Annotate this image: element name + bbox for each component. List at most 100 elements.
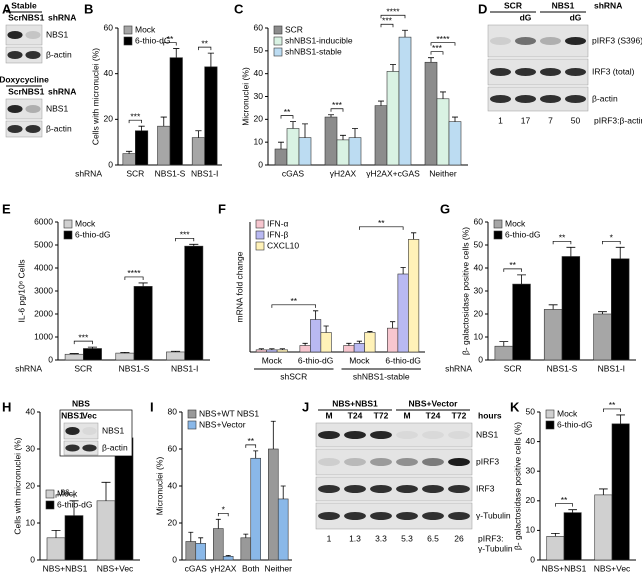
- lane-header: shRNA: [48, 86, 76, 96]
- bar: [364, 332, 376, 353]
- bar: [96, 500, 116, 561]
- significance-bracket: [128, 119, 142, 124]
- error-bar: [290, 121, 296, 129]
- error-bar: [615, 246, 625, 259]
- row-label: NBS1: [46, 103, 68, 113]
- lane-label: M: [403, 410, 410, 420]
- error-bar: [69, 500, 79, 516]
- bar: [299, 345, 311, 353]
- significance-label: ***: [78, 332, 89, 342]
- y-tick-label: 30: [526, 465, 536, 475]
- blot-band: [515, 68, 536, 76]
- blot-strip: [5, 98, 43, 120]
- blot-strip: [315, 422, 473, 448]
- legend-swatch: [187, 420, 197, 430]
- bar: [594, 494, 613, 561]
- error-bar: [215, 518, 221, 529]
- blot-band: [565, 37, 586, 45]
- legend-label: 6-thio-dG: [135, 35, 170, 45]
- significance-label: **: [378, 218, 385, 228]
- legend-label: IFN-β: [267, 229, 289, 239]
- bar: [387, 327, 399, 353]
- bar: [64, 515, 84, 561]
- error-bar: [69, 353, 79, 355]
- y-axis-label: Cells with micronuclei (%): [12, 437, 22, 534]
- error-bar: [499, 341, 509, 347]
- legend-swatch: [255, 241, 265, 251]
- x-tick-label: Both: [242, 563, 260, 573]
- blot-band: [422, 485, 444, 493]
- legend-swatch: [123, 25, 133, 35]
- legend-label: NBS+Vector: [199, 419, 246, 429]
- significance-bracket: [175, 237, 195, 242]
- bar: [240, 537, 252, 561]
- significance-label: **: [284, 107, 291, 117]
- lane-label: T72: [452, 410, 467, 420]
- lane-header: shRNA: [48, 12, 76, 22]
- blot-band: [344, 458, 366, 466]
- error-bar: [269, 348, 275, 350]
- x-tick-label: cGAS: [282, 168, 305, 178]
- error-bar: [198, 537, 204, 544]
- panel-letter: K: [510, 399, 520, 414]
- bar: [436, 98, 450, 166]
- legend-swatch: [255, 219, 265, 229]
- significance-label: **: [247, 436, 254, 446]
- significance-bracket: [73, 340, 93, 345]
- significance-bracket: [271, 304, 316, 308]
- panel-letter: H: [2, 399, 11, 414]
- error-bar: [51, 530, 61, 538]
- significance-bracket: [280, 115, 294, 119]
- bar: [122, 153, 136, 166]
- significance-label: **: [559, 233, 566, 243]
- blot-band: [370, 431, 392, 439]
- x-tick-label: NBS+NBS1: [43, 563, 88, 573]
- row-label: IRF3: [476, 483, 495, 493]
- error-bar: [253, 450, 259, 459]
- x-tick-label: SCR: [504, 363, 522, 373]
- significance-label: ns: [61, 486, 70, 496]
- quant-label: 1: [327, 533, 332, 543]
- blot-band: [7, 51, 23, 59]
- significance-bracket: [430, 51, 444, 55]
- error-bar: [599, 488, 608, 495]
- legend-label: Mock: [557, 408, 578, 418]
- legend-label: CXCL10: [267, 240, 299, 250]
- error-bar: [411, 232, 417, 240]
- quant-label: 1: [498, 115, 503, 125]
- blot-band: [318, 485, 340, 493]
- blot-band: [422, 431, 444, 439]
- blot-band: [344, 431, 366, 439]
- y-tick-label: 5000: [34, 239, 53, 249]
- y-tick-label: 0: [108, 159, 113, 169]
- bar: [135, 130, 149, 166]
- y-tick-label: 40: [526, 436, 536, 446]
- quant-caption: γ-Tubulin: [478, 543, 513, 553]
- error-bar: [138, 282, 148, 287]
- legend-label: SCR: [285, 24, 303, 34]
- error-bar: [125, 150, 133, 154]
- error-bar: [452, 116, 458, 122]
- legend-swatch: [63, 230, 73, 240]
- error-bar: [328, 114, 334, 118]
- error-bar: [352, 128, 358, 138]
- y-tick-label: 30: [474, 285, 484, 295]
- significance-label: **: [167, 34, 174, 44]
- blot-band: [344, 512, 366, 520]
- legend-label: 6-thio-dG: [505, 229, 540, 239]
- lane-label: NBS1: [22, 12, 45, 22]
- y-tick-label: 80: [168, 406, 178, 416]
- bar: [343, 345, 355, 353]
- bar: [563, 512, 582, 561]
- y-axis-label: Micronuclei (%): [240, 67, 250, 126]
- error-bar: [356, 340, 362, 344]
- significance-bracket: [503, 268, 522, 272]
- bar: [255, 349, 267, 353]
- x-tick-label: SCR: [74, 363, 92, 373]
- x-tick-label: SCR: [126, 168, 144, 178]
- row-label: β-actin: [592, 93, 618, 103]
- bar: [512, 283, 531, 361]
- bar: [222, 555, 234, 561]
- error-bar: [400, 267, 406, 274]
